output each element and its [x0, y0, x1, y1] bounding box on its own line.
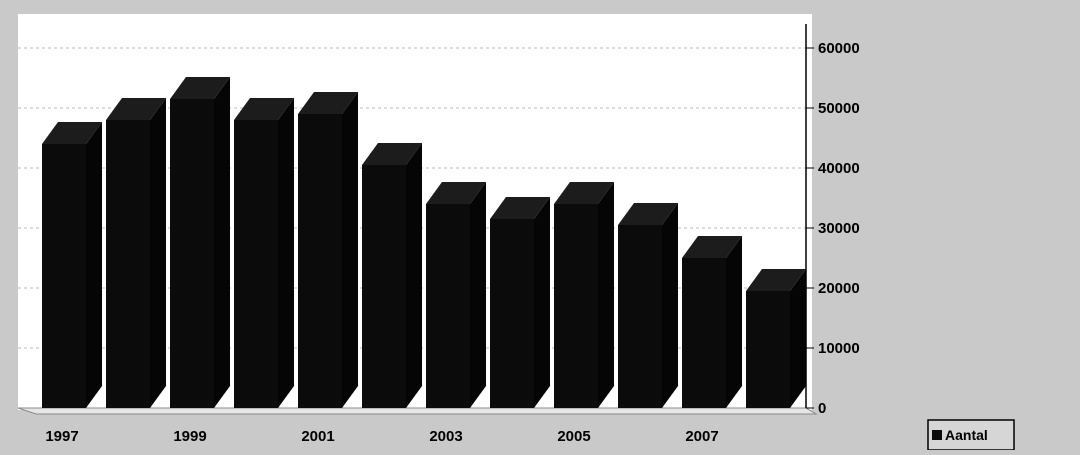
bar-top [490, 197, 550, 219]
bar [554, 204, 598, 408]
bar [234, 120, 278, 408]
y-tick-label: 50000 [818, 100, 860, 117]
y-tick-label: 60000 [818, 40, 860, 57]
bar [42, 144, 86, 408]
bar-top [298, 92, 358, 114]
y-tick-label: 20000 [818, 280, 860, 297]
bar [746, 291, 790, 408]
chart-floor [17, 407, 818, 415]
bar-top [554, 182, 614, 204]
bar-side [534, 197, 550, 408]
bar-top [682, 236, 742, 258]
x-tick-label: 1997 [45, 428, 78, 445]
bar-side [150, 98, 166, 408]
x-tick-label: 2003 [429, 428, 462, 445]
bar [106, 120, 150, 408]
bar [426, 204, 470, 408]
bar-top [426, 182, 486, 204]
bar [682, 258, 726, 408]
bar [490, 219, 534, 408]
bar-side [662, 203, 678, 408]
bar-side [406, 143, 422, 408]
bar [362, 165, 406, 408]
y-tick-label: 0 [818, 400, 826, 417]
bar-side [470, 182, 486, 408]
y-tick-label: 30000 [818, 220, 860, 237]
bar [298, 114, 342, 408]
x-tick-label: 2005 [557, 428, 590, 445]
bar-side [342, 92, 358, 408]
bar-side [790, 269, 806, 408]
bar-side [86, 122, 102, 408]
bar-top [234, 98, 294, 120]
x-tick-label: 2001 [301, 428, 334, 445]
bar-side [278, 98, 294, 408]
legend-box [927, 419, 1015, 451]
x-tick-label: 2007 [685, 428, 718, 445]
bar [170, 99, 214, 408]
y-tick-label: 10000 [818, 340, 860, 357]
bar-top [618, 203, 678, 225]
legend-swatch [932, 430, 942, 440]
bar-side [598, 182, 614, 408]
bar-top [106, 98, 166, 120]
bar-side [726, 236, 742, 408]
bar-top [170, 77, 230, 99]
bar-top [42, 122, 102, 144]
legend-label: Aantal [945, 427, 988, 443]
bar [618, 225, 662, 408]
bar-side [214, 77, 230, 408]
bar-top [746, 269, 806, 291]
bar-top [362, 143, 422, 165]
y-tick-label: 40000 [818, 160, 860, 177]
x-tick-label: 1999 [173, 428, 206, 445]
